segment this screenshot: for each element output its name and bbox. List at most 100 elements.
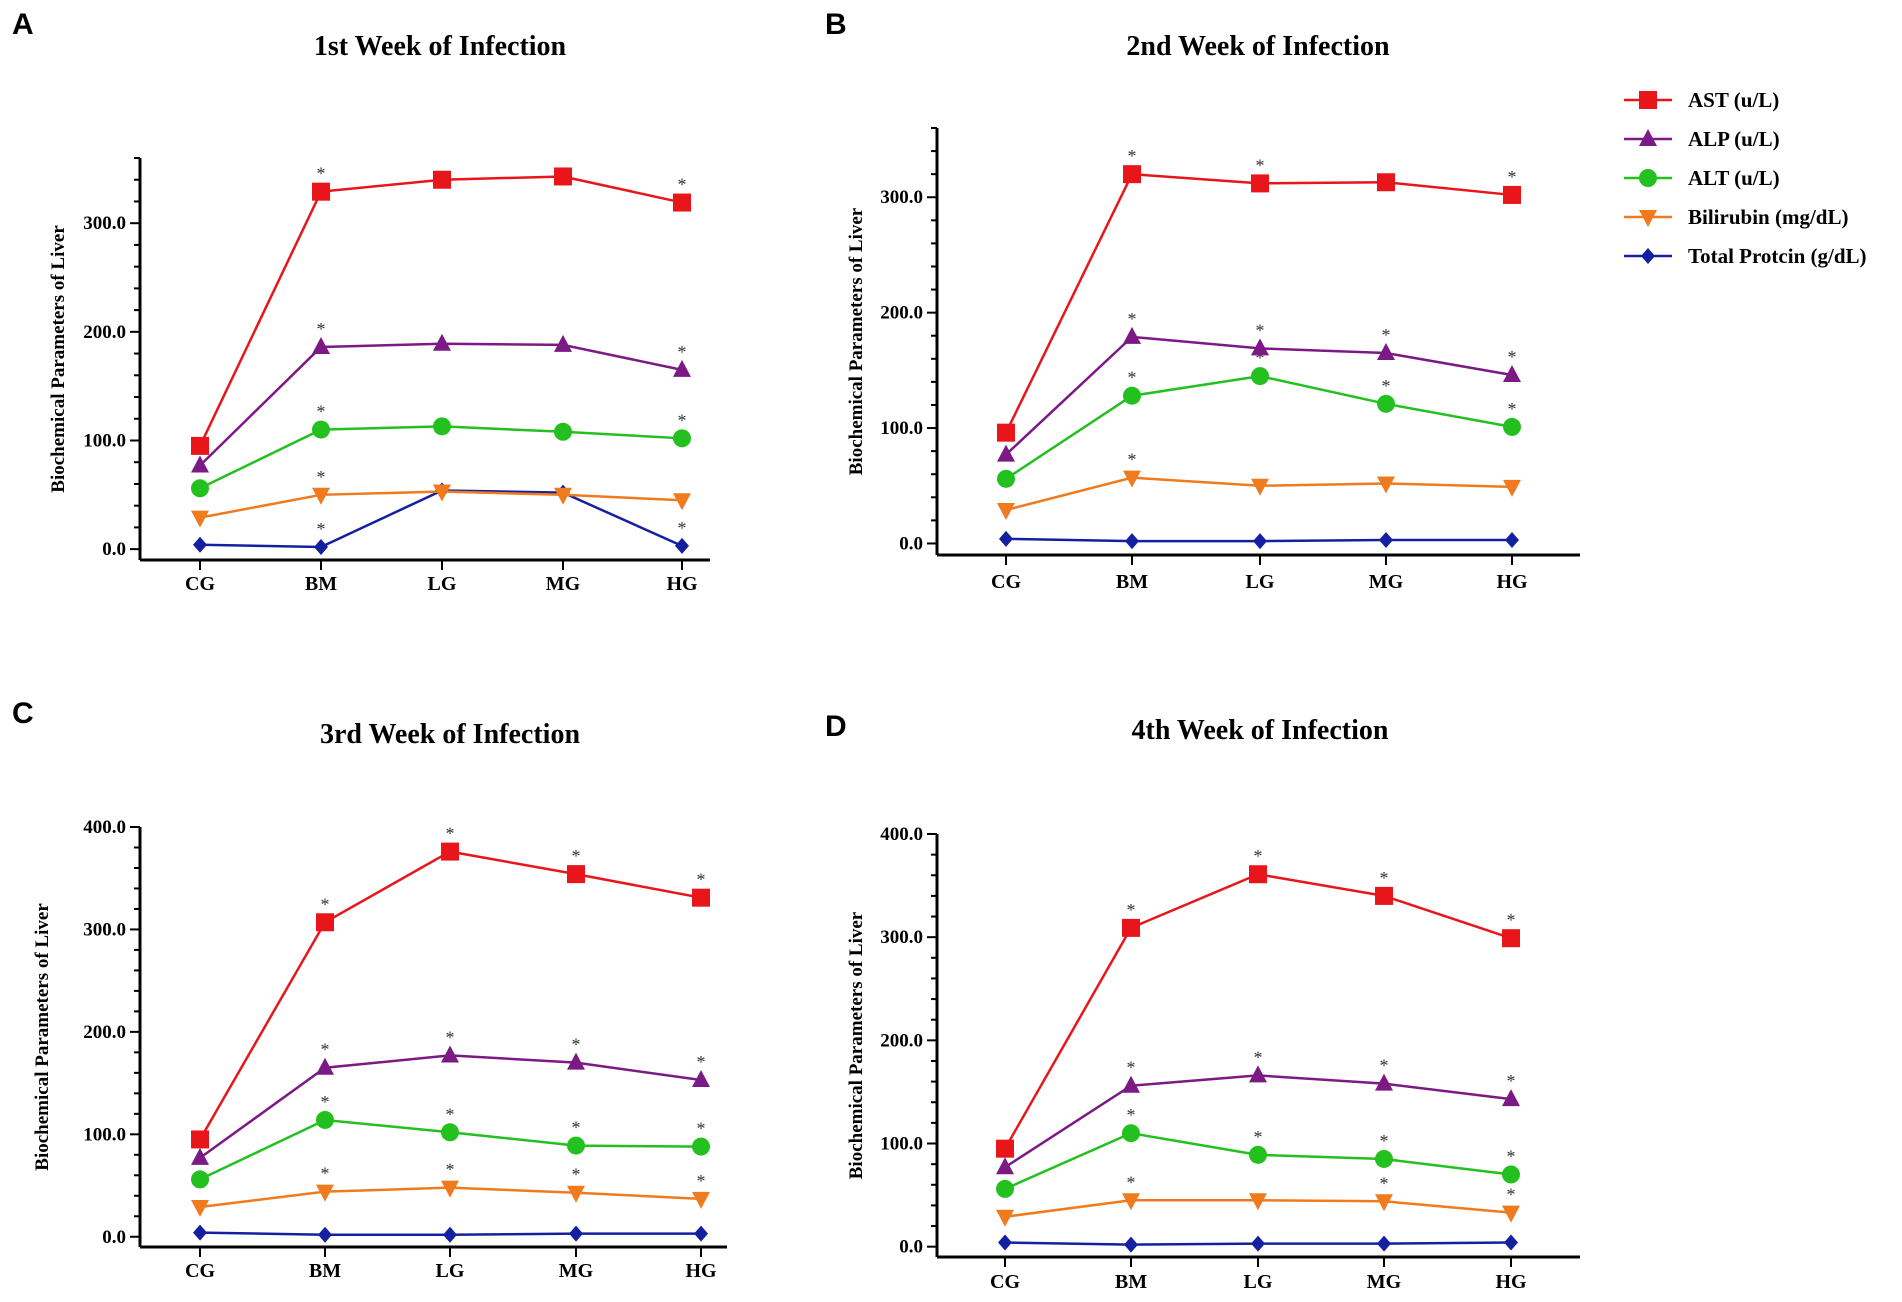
series-alt: * * [191, 402, 691, 498]
significance-star: * [1507, 910, 1516, 930]
significance-star: * [321, 894, 330, 914]
x-tick-label: BM [309, 1260, 341, 1282]
series-line-ast [198, 850, 702, 1141]
data-point-alt [567, 1136, 585, 1155]
data-point-alp [997, 444, 1015, 462]
data-point-alp [1377, 343, 1395, 361]
legend-item-tp: Total Protcin (g/dL) [1624, 244, 1867, 268]
data-point-alp [191, 455, 209, 473]
data-point-tp [1377, 1235, 1391, 1252]
significance-star: * [1380, 1056, 1389, 1076]
data-point-alp [1375, 1073, 1393, 1091]
x-tick-label: CG [990, 1271, 1020, 1293]
series-ast: * * * * [191, 824, 710, 1149]
data-point-bili [1249, 1193, 1267, 1211]
data-point-tp [1125, 533, 1139, 550]
significance-star: * [1380, 868, 1389, 888]
significance-star: * [1256, 348, 1265, 368]
series-tp [193, 1224, 708, 1243]
data-point-tp [694, 1225, 708, 1242]
significance-star: * [1128, 368, 1137, 388]
data-point-alp [191, 1147, 209, 1165]
y-tick-label: 400.0 [880, 824, 923, 845]
chart-title: 1st Week of Infection [314, 31, 567, 62]
y-axis-label: Biochemical Parameters of Liver [32, 903, 53, 1171]
data-point-alt [1503, 417, 1521, 436]
legend-label: ALP (u/L) [1688, 127, 1780, 151]
data-point-alt [1249, 1145, 1267, 1164]
significance-star: * [321, 1092, 330, 1112]
series-ast: ** [191, 164, 691, 455]
significance-star: * [697, 1171, 706, 1191]
data-point-alp [316, 1057, 334, 1075]
data-point-tp [1504, 1234, 1518, 1251]
data-point-bili [673, 493, 691, 511]
series-alt: * * * * [191, 1092, 710, 1189]
data-point-bili [1123, 470, 1141, 488]
data-point-alt [554, 422, 572, 441]
data-point-ast [441, 842, 459, 861]
significance-star: * [1507, 1146, 1516, 1166]
significance-star: * [446, 824, 455, 844]
data-point-ast [1123, 165, 1141, 184]
data-point-ast [191, 1130, 209, 1149]
data-point-alp [433, 333, 451, 351]
x-tick-label: LG [1244, 1271, 1273, 1293]
data-point-alt [191, 479, 209, 498]
x-tick-label: HG [685, 1260, 717, 1282]
series-alp: * * * * [996, 1047, 1520, 1175]
data-point-alt [1122, 1124, 1140, 1143]
y-tick-label: 0.0 [899, 533, 923, 554]
series-line-alt [199, 425, 683, 490]
series-bili: * * * * [191, 1160, 710, 1218]
data-point-ast [191, 436, 209, 455]
data-point-ast [1502, 929, 1520, 948]
legend-label: ALT (u/L) [1688, 166, 1780, 190]
y-tick-label: 400.0 [83, 817, 126, 838]
data-point-bili [567, 1185, 585, 1203]
significance-star: * [572, 846, 581, 866]
x-tick-label: HG [1495, 1271, 1527, 1293]
significance-star: * [1508, 167, 1517, 187]
y-tick-label: 200.0 [83, 1022, 126, 1043]
significance-star: * [1128, 450, 1137, 470]
data-point-alt [433, 417, 451, 436]
data-point-ast [1503, 185, 1521, 204]
legend-item-ast: AST (u/L) [1624, 88, 1779, 112]
data-point-alp [673, 359, 691, 377]
data-point-tp [193, 536, 207, 553]
data-point-bili [441, 1180, 459, 1198]
series-bili: * [191, 467, 691, 528]
data-point-bili [692, 1191, 710, 1209]
significance-star: * [572, 1165, 581, 1185]
legend-marker [1639, 91, 1657, 109]
legend: AST (u/L) ALP (u/L) ALT (u/L) Bilirubin (mg… [1624, 88, 1867, 268]
significance-star: * [697, 870, 706, 890]
x-tick-label: HG [1496, 571, 1528, 593]
x-tick-label: BM [305, 573, 337, 595]
data-point-ast [1377, 173, 1395, 192]
data-point-alt [673, 429, 691, 448]
significance-star: * [317, 402, 326, 422]
significance-star: * [317, 319, 326, 339]
data-point-tp [318, 1226, 332, 1243]
significance-star: * [1254, 1127, 1263, 1147]
series-line-ast [1003, 872, 1512, 1150]
significance-star: * [317, 519, 326, 539]
significance-star: * [572, 1118, 581, 1138]
x-tick-label: MG [546, 573, 581, 595]
significance-star: * [678, 410, 687, 430]
x-tick-label: LG [436, 1260, 465, 1282]
series-line-ast [1004, 172, 1513, 434]
panel-letter: D [825, 710, 847, 743]
significance-star: * [1127, 1058, 1136, 1078]
series-line-alp [199, 342, 683, 467]
data-point-alt [1251, 367, 1269, 386]
y-tick-label: 200.0 [83, 322, 126, 343]
series-alt: * * * * [997, 348, 1521, 488]
series-ast: * * * * [996, 846, 1520, 1158]
significance-star: * [1127, 1172, 1136, 1192]
x-tick-label: LG [1246, 571, 1275, 593]
y-axis-label: Biochemical Parameters of Liver [48, 225, 69, 493]
